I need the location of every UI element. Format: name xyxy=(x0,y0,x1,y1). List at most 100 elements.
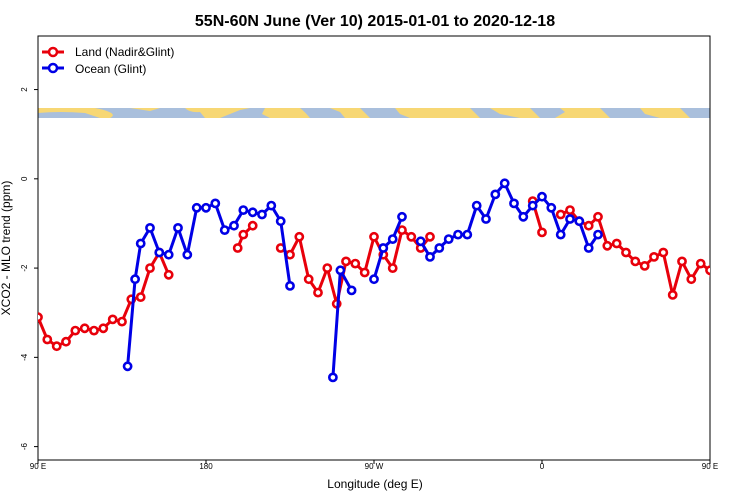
series-1-line-2 xyxy=(372,216,404,280)
series-0-point-45 xyxy=(630,256,641,267)
series-1-point-13 xyxy=(238,205,249,215)
series-0-point-48 xyxy=(658,247,669,258)
series-1-point-23 xyxy=(378,243,389,253)
series-0-point-40 xyxy=(583,220,594,231)
series-0-point-2 xyxy=(51,341,62,352)
series-0-point-34 xyxy=(425,231,435,242)
series-1-point-34 xyxy=(490,189,501,200)
series-1-point-4 xyxy=(154,247,165,258)
series-1-point-5 xyxy=(163,249,174,260)
series-1-point-10 xyxy=(210,198,221,209)
series-0-point-27 xyxy=(359,267,370,278)
series-1-point-9 xyxy=(201,202,211,213)
series-0-point-15 xyxy=(232,243,243,253)
x-axis: 90 E 180 90 W 0 90 E xyxy=(30,460,718,471)
chart-title: 55N-60N June (Ver 10) 2015-01-01 to 2020… xyxy=(195,13,555,30)
series-1-point-39 xyxy=(537,191,547,202)
y-tick-label-3: 0 xyxy=(20,176,29,181)
series-1-point-8 xyxy=(191,202,202,213)
series-0-point-53 xyxy=(705,265,710,276)
series-1-point-25 xyxy=(397,211,407,222)
series-1-point-44 xyxy=(583,243,594,253)
series-1-point-36 xyxy=(509,198,519,209)
series-0-point-38 xyxy=(565,205,575,215)
series-1-point-30 xyxy=(453,229,463,240)
series-1-point-3 xyxy=(145,222,155,233)
series-1-point-20 xyxy=(335,265,346,276)
series-0-point-0 xyxy=(38,312,43,323)
series-0-point-30 xyxy=(387,263,398,273)
series-1-point-16 xyxy=(266,200,277,211)
y-tick-label-0: -6 xyxy=(20,443,29,451)
series-1-point-41 xyxy=(555,229,566,240)
series-0-point-52 xyxy=(695,258,706,269)
series-1-point-18 xyxy=(285,280,295,291)
series-0-point-56 xyxy=(734,343,741,350)
series-1-point-7 xyxy=(182,249,193,260)
series-0-point-54 xyxy=(716,314,723,321)
world-map-strip xyxy=(38,108,710,118)
legend-ocean-label: Ocean (Glint) xyxy=(75,62,146,76)
series-0-point-31 xyxy=(397,225,407,235)
series-0-point-46 xyxy=(639,260,650,271)
series-1-point-24 xyxy=(387,234,398,244)
series-0-point-51 xyxy=(686,274,697,285)
series-0-point-50 xyxy=(677,256,687,267)
series-0-point-43 xyxy=(611,238,622,249)
y-tick-label-1: -4 xyxy=(20,353,29,361)
series-1-point-19 xyxy=(327,372,338,383)
series-1-point-42 xyxy=(565,214,575,224)
series-0-point-1 xyxy=(42,334,53,345)
x-tick-label-0: 90 E xyxy=(30,462,46,471)
series-1-point-35 xyxy=(499,178,510,189)
y-axis-label: XCO2 - MLO trend (ppm) xyxy=(0,181,13,316)
series-0-point-11 xyxy=(135,292,146,302)
x-tick-label-4: 90 E xyxy=(702,462,718,471)
series-0-point-25 xyxy=(341,256,351,267)
series-0-point-14 xyxy=(163,269,174,280)
series-0-point-55 xyxy=(725,336,732,343)
series-1-point-17 xyxy=(275,216,286,227)
series-0-point-42 xyxy=(602,240,613,251)
series-1-point-14 xyxy=(247,207,258,218)
series-1-point-40 xyxy=(546,202,557,213)
series-1-point-1 xyxy=(130,274,140,285)
y-axis: -6 -4 -2 0 2 xyxy=(20,87,38,450)
series-0-point-36 xyxy=(537,227,547,238)
series-0-point-7 xyxy=(98,323,109,334)
series-0-point-41 xyxy=(593,211,603,222)
series-0-point-37 xyxy=(555,209,566,220)
series-0-point-3 xyxy=(61,336,71,347)
series-0-point-4 xyxy=(70,325,81,336)
series-1-point-33 xyxy=(481,214,491,224)
series-1-point-11 xyxy=(219,225,230,235)
legend-ocean-marker xyxy=(47,62,59,74)
y-tick-label-2: -2 xyxy=(20,264,29,272)
series-0-point-28 xyxy=(369,231,379,242)
series-0-point-22 xyxy=(313,287,323,298)
series-1-point-15 xyxy=(257,209,267,220)
series-1-point-37 xyxy=(518,211,529,222)
series-1-point-32 xyxy=(471,200,482,211)
series-1-point-0 xyxy=(122,361,133,372)
series-0-point-16 xyxy=(238,229,249,240)
series-0-point-57 xyxy=(744,338,750,345)
series-0-point-49 xyxy=(667,289,678,300)
series-0-point-17 xyxy=(247,220,258,231)
series-0-point-20 xyxy=(294,231,305,242)
series-1-point-27 xyxy=(425,251,435,262)
series-0 xyxy=(38,196,750,352)
series-1-point-31 xyxy=(462,229,473,240)
series-1 xyxy=(122,178,603,383)
series-1-point-29 xyxy=(443,234,454,244)
series-1-point-6 xyxy=(173,222,183,233)
series-0-point-21 xyxy=(303,274,314,285)
series-0-point-44 xyxy=(621,247,631,258)
series-0-point-47 xyxy=(649,251,659,262)
series-0-point-19 xyxy=(285,249,295,260)
series-1-line-1 xyxy=(331,268,353,378)
series-0-point-6 xyxy=(89,325,99,336)
series-0-point-9 xyxy=(117,316,127,327)
legend: Land (Nadir&Glint) Ocean (Glint) xyxy=(42,45,174,76)
